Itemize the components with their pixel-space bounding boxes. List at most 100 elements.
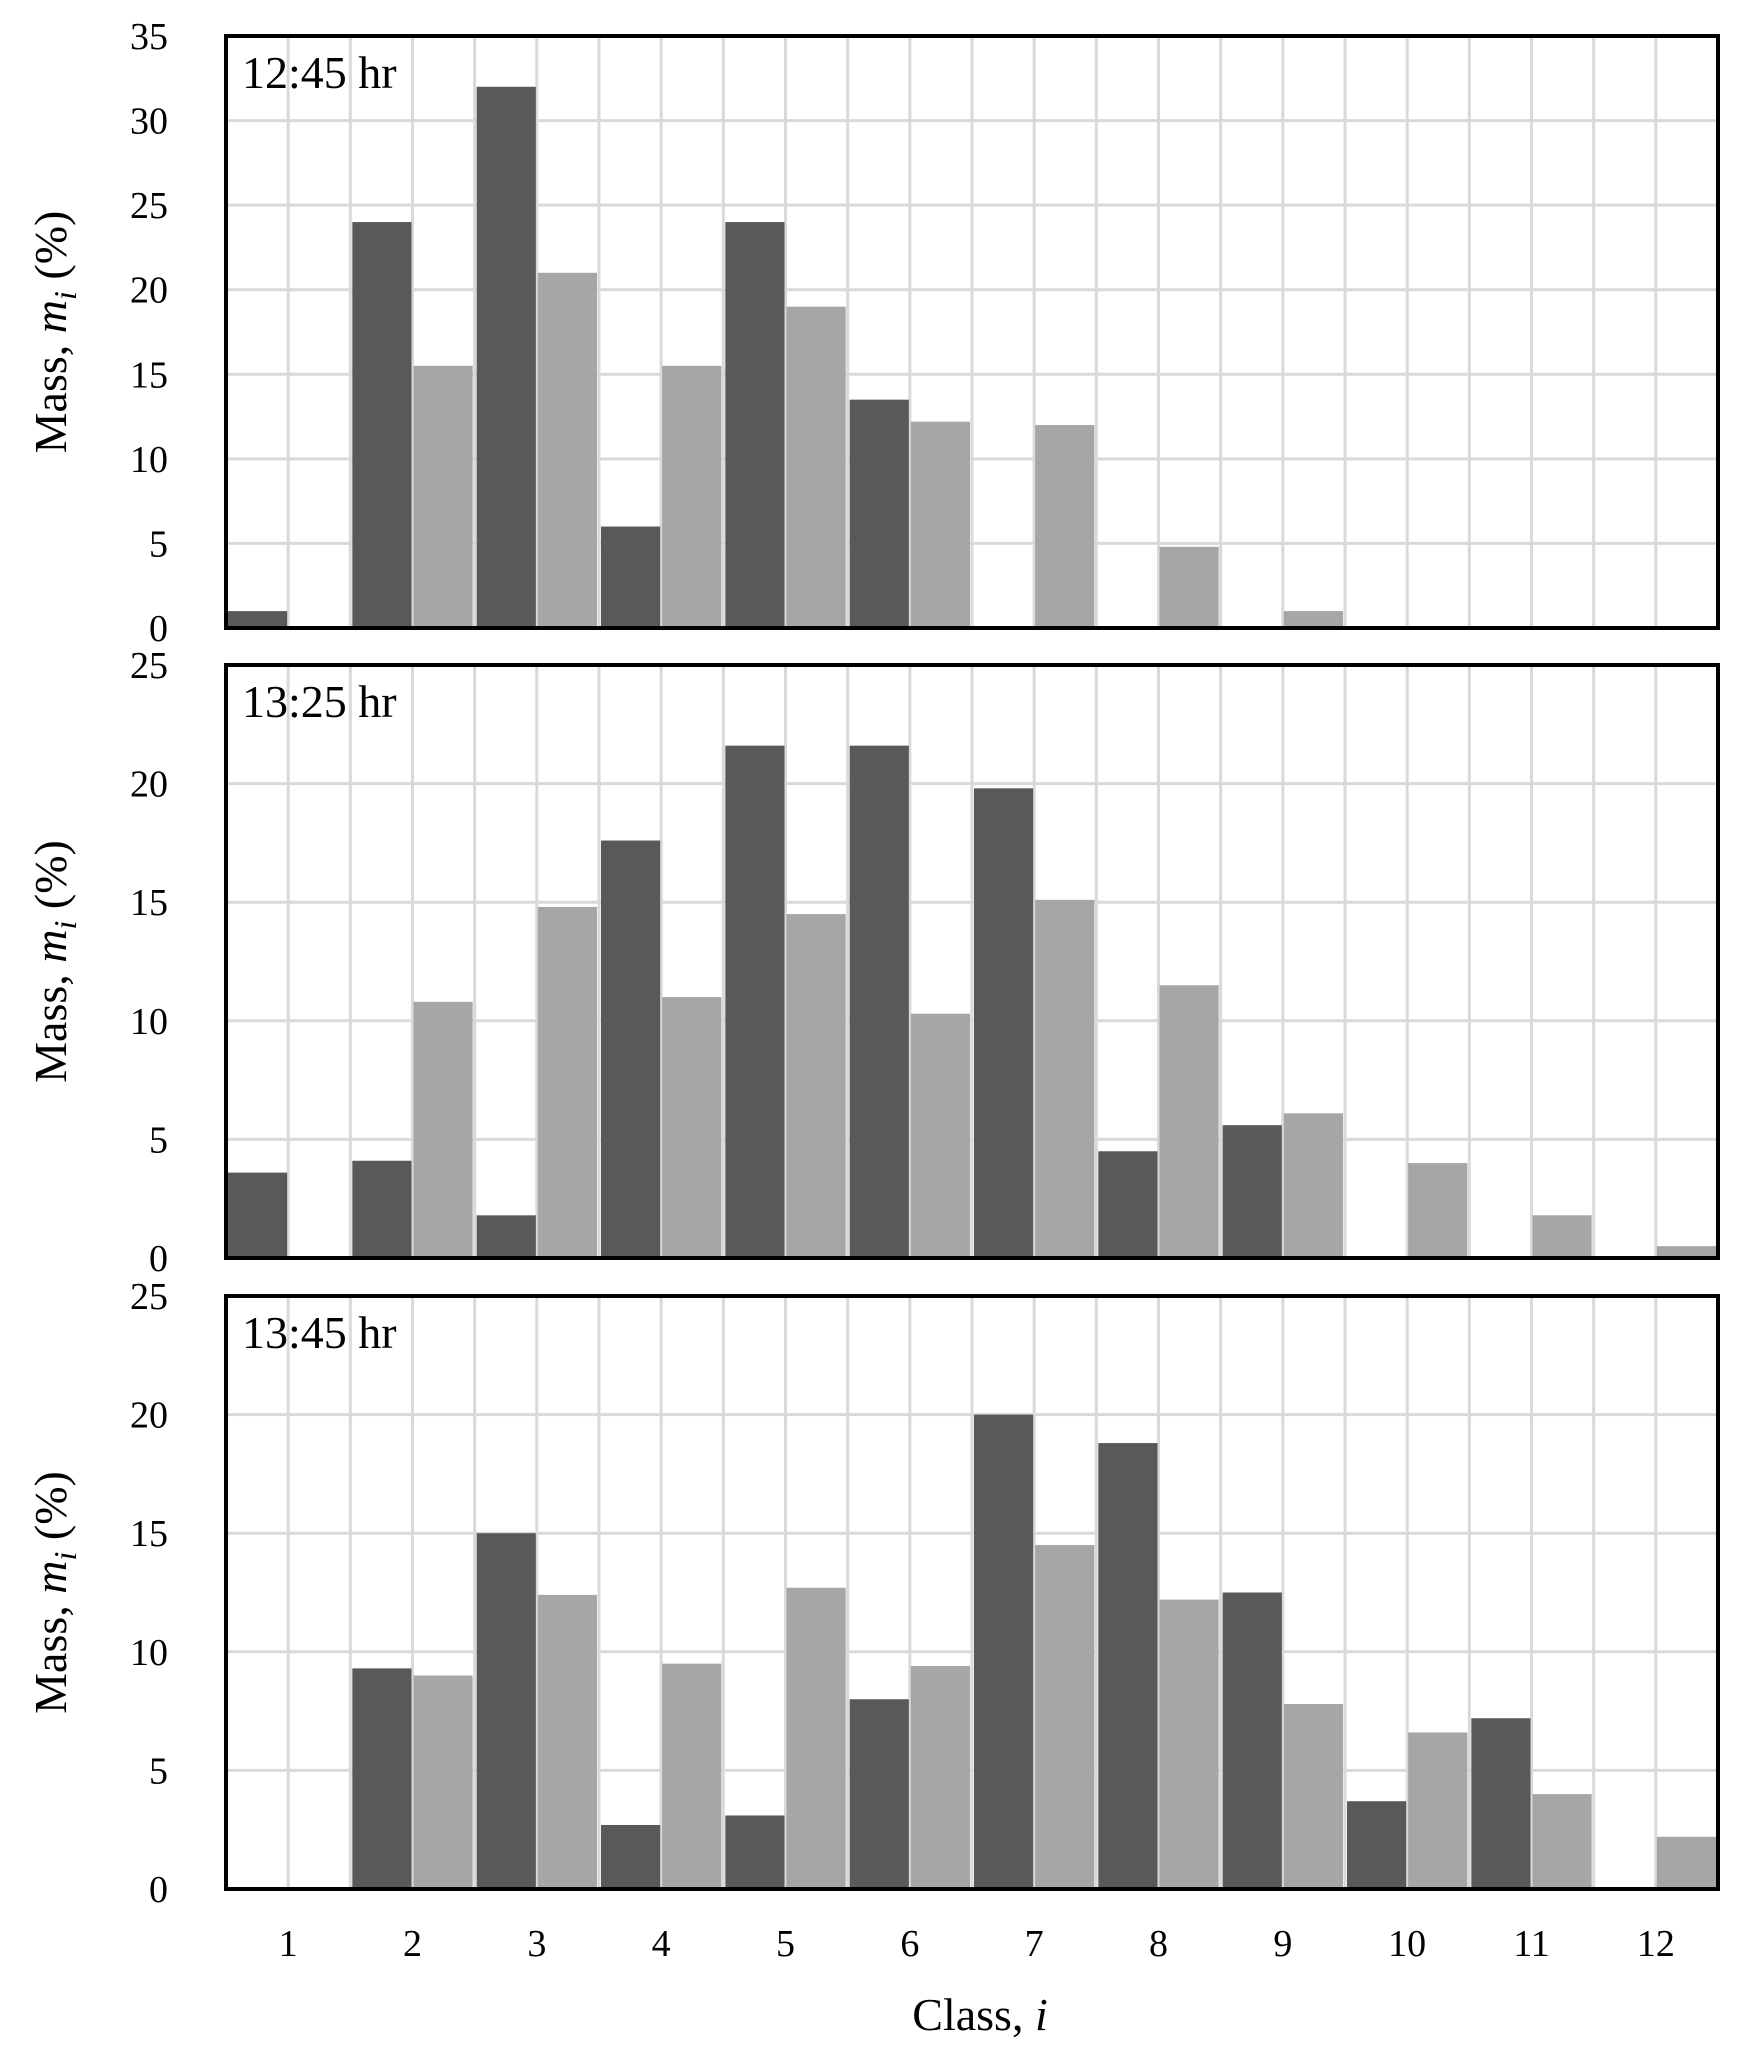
chart-panel-2: 0 5 10 15 20 25 13:25 hr Mass, mi (%)	[25, 645, 1720, 1280]
panel-time-label: 13:45 hr	[242, 1307, 397, 1358]
bar-dark-class-5	[725, 745, 785, 1258]
bar-light-class-5	[786, 1587, 846, 1889]
bar-dark-class-3	[476, 1533, 536, 1889]
plot-frame	[224, 1294, 1720, 1891]
y-tick-label: 0	[149, 1869, 168, 1911]
bar-light-class-2	[413, 1675, 473, 1889]
bar-light-class-7	[1035, 425, 1095, 628]
y-tick-label: 5	[149, 1750, 168, 1792]
y-tick-label: 10	[130, 1001, 168, 1043]
x-tick-label: 5	[776, 1923, 795, 1965]
bar-light-class-11	[1532, 1215, 1592, 1258]
x-tick-label: 6	[900, 1923, 919, 1965]
y-tick-label: 15	[130, 1513, 168, 1555]
bar-light-class-4	[662, 997, 722, 1258]
bar-dark-class-7	[974, 1414, 1034, 1889]
y-tick-label: 20	[130, 764, 168, 806]
panel-time-label: 13:25 hr	[242, 676, 397, 727]
bar-dark-class-8	[1098, 1151, 1158, 1258]
bar-dark-class-6	[849, 1699, 909, 1889]
y-tick-label: 15	[130, 882, 168, 924]
bar-dark-class-8	[1098, 1443, 1158, 1889]
y-tick-label: 0	[149, 1238, 168, 1280]
bar-light-class-8	[1159, 1599, 1219, 1889]
x-tick-label: 2	[403, 1923, 422, 1965]
bar-light-class-10	[1408, 1163, 1468, 1258]
bar-dark-class-5	[725, 222, 785, 629]
bar-dark-class-3	[476, 1215, 536, 1258]
x-tick-label: 4	[652, 1923, 671, 1965]
bar-dark-class-4	[601, 840, 661, 1258]
bar-dark-class-7	[974, 788, 1034, 1258]
x-tick-label: 7	[1025, 1923, 1044, 1965]
plot-frame	[224, 34, 1720, 630]
x-tick-label: 11	[1513, 1923, 1550, 1965]
bar-dark-class-4	[601, 526, 661, 628]
bar-light-class-7	[1035, 1545, 1095, 1889]
bar-dark-class-10	[1347, 1801, 1407, 1889]
bar-dark-class-11	[1471, 1718, 1531, 1889]
bar-light-class-6	[910, 421, 970, 628]
y-tick-label: 35	[130, 16, 168, 58]
y-tick-label: 20	[130, 270, 168, 312]
bar-dark-class-6	[849, 745, 909, 1258]
y-tick-label: 15	[130, 354, 168, 396]
y-tick-label: 25	[130, 185, 168, 227]
x-tick-label: 9	[1273, 1923, 1292, 1965]
plot-frame	[224, 663, 1720, 1260]
bar-light-class-5	[786, 914, 846, 1258]
y-tick-label: 5	[149, 523, 168, 565]
chart-panel-3: 0 5 10 15 20 25 13:45 hr Mass, mi (%)	[25, 1276, 1720, 1911]
y-tick-label: 30	[130, 101, 168, 143]
y-tick-label: 25	[130, 1276, 168, 1318]
bar-dark-class-9	[1222, 1592, 1282, 1889]
bar-dark-class-6	[849, 399, 909, 628]
bar-light-class-6	[910, 1013, 970, 1258]
bar-dark-class-2	[352, 222, 412, 629]
bar-light-class-4	[662, 365, 722, 628]
bar-light-class-3	[537, 272, 597, 628]
bar-light-class-12	[1656, 1836, 1716, 1889]
x-tick-label: 1	[279, 1923, 298, 1965]
y-axis-title: Mass, mi (%)	[25, 211, 83, 454]
x-axis-title: Class, i	[912, 1989, 1047, 2040]
bar-dark-class-1	[228, 611, 288, 628]
bar-light-class-8	[1159, 546, 1219, 628]
bar-light-class-2	[413, 365, 473, 628]
x-tick-label: 3	[527, 1923, 546, 1965]
y-tick-label: 10	[130, 1632, 168, 1674]
bar-dark-class-3	[476, 86, 536, 628]
bar-light-class-7	[1035, 899, 1095, 1258]
bar-light-class-6	[910, 1666, 970, 1889]
bar-dark-class-9	[1222, 1125, 1282, 1258]
x-tick-label: 12	[1637, 1923, 1675, 1965]
y-tick-label: 0	[149, 608, 168, 650]
bar-light-class-4	[662, 1663, 722, 1889]
bar-light-class-2	[413, 1001, 473, 1258]
bar-light-class-11	[1532, 1794, 1592, 1889]
bar-light-class-3	[537, 906, 597, 1258]
bar-light-class-8	[1159, 985, 1219, 1258]
bar-dark-class-1	[228, 1172, 288, 1258]
y-tick-label: 5	[149, 1119, 168, 1161]
bar-light-class-10	[1408, 1732, 1468, 1889]
bar-dark-class-2	[352, 1668, 412, 1889]
bar-light-class-3	[537, 1594, 597, 1889]
chart-panel-1: 0 5 10 15 20 25 30 35 12:45 hr Mass, mi (%)	[25, 16, 1720, 650]
y-tick-label: 10	[130, 439, 168, 481]
bar-dark-class-5	[725, 1815, 785, 1889]
bar-light-class-9	[1283, 1703, 1343, 1889]
x-tick-label: 8	[1149, 1923, 1168, 1965]
x-tick-label: 10	[1388, 1923, 1426, 1965]
y-tick-label: 20	[130, 1395, 168, 1437]
y-tick-label: 25	[130, 645, 168, 687]
y-axis-title: Mass, mi (%)	[25, 840, 83, 1083]
bar-dark-class-4	[601, 1824, 661, 1889]
bar-dark-class-2	[352, 1160, 412, 1258]
bar-light-class-9	[1283, 1113, 1343, 1258]
bar-light-class-12	[1656, 1246, 1716, 1258]
y-axis-title: Mass, mi (%)	[25, 1471, 83, 1714]
panel-time-label: 12:45 hr	[242, 47, 397, 98]
